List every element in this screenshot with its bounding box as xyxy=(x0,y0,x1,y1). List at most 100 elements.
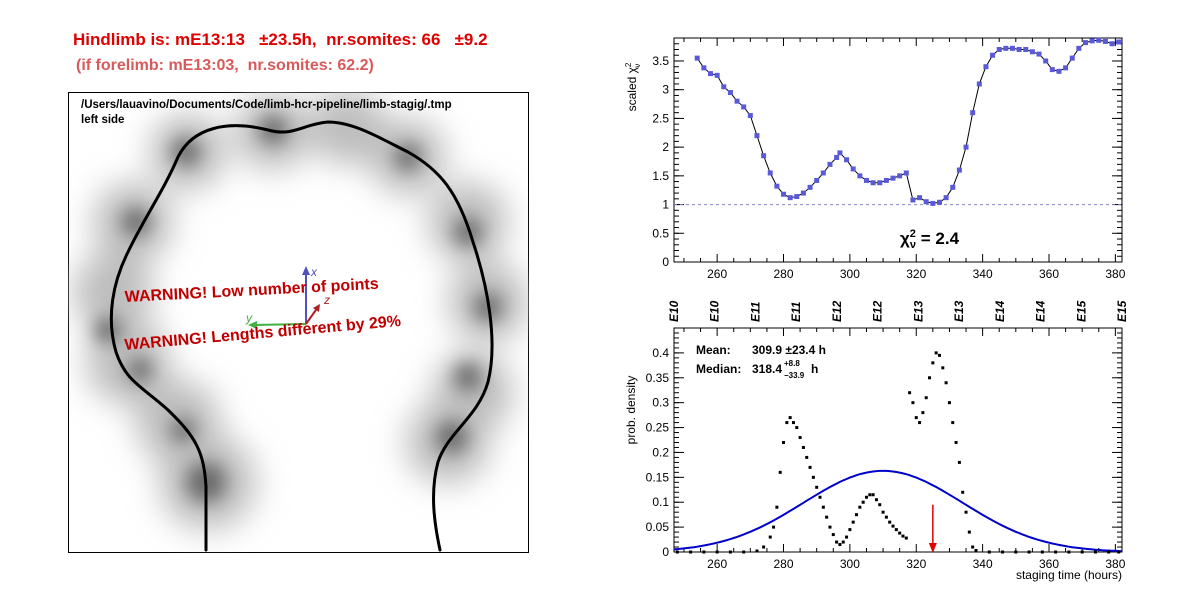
axis-triad: x y z xyxy=(245,265,330,329)
pd-data-point xyxy=(675,550,679,554)
pd-data-point xyxy=(1014,550,1018,554)
pd-x-tick-label: 380 xyxy=(1105,557,1125,571)
chi-data-point xyxy=(1082,40,1088,46)
median-plus-error: +8.8 xyxy=(784,359,800,368)
chi-data-point xyxy=(983,64,989,70)
chi-data-point xyxy=(863,177,869,183)
mean-value: 309.9 ±23.4 h xyxy=(752,343,826,357)
pd-data-point xyxy=(1093,550,1097,554)
pd-y-tick-label: 0.05 xyxy=(646,520,670,534)
pd-data-point xyxy=(904,536,908,540)
pd-data-point xyxy=(987,550,991,554)
top-axis-stage-label: E14 xyxy=(993,300,1007,322)
axis-x-label: x xyxy=(310,265,318,279)
top-axis-stage-label: E11 xyxy=(789,301,803,322)
gaussian-fit-curve xyxy=(673,469,1123,553)
chi-data-point xyxy=(734,98,740,104)
top-axis-stage-label: E15 xyxy=(1074,300,1088,322)
chi-data-point xyxy=(844,157,850,163)
chi-data-point xyxy=(708,71,714,77)
chi-data-point xyxy=(1009,45,1015,51)
chi-y-tick-label: 0 xyxy=(662,255,669,269)
chi-data-point xyxy=(1076,45,1082,51)
chi-data-point xyxy=(820,170,826,176)
chi-data-point xyxy=(1109,41,1115,47)
pd-x-tick-label: 340 xyxy=(973,557,993,571)
chi-data-point xyxy=(910,197,916,203)
chi-data-point xyxy=(883,177,889,183)
pd-data-point xyxy=(791,421,795,425)
pd-data-point xyxy=(778,470,782,474)
chi-data-point xyxy=(1023,46,1029,52)
forelimb-result-line: (if forelimb: mE13:03, nr.somites: 62.2) xyxy=(76,57,374,74)
chi-data-point xyxy=(976,81,982,87)
pd-data-point xyxy=(1040,550,1044,554)
pd-data-point xyxy=(838,543,842,547)
pd-data-point xyxy=(851,520,855,524)
chi-data-point xyxy=(1016,46,1022,52)
chi-annotation: χ2 ν = 2.4 xyxy=(900,228,960,251)
pd-data-point xyxy=(871,493,875,497)
chi-data-point xyxy=(923,199,929,205)
chi-data-point xyxy=(890,175,896,181)
pd-data-point xyxy=(805,455,809,459)
chi-data-point xyxy=(1116,39,1122,45)
pd-data-point xyxy=(798,436,802,440)
file-path-text: /Users/lauavino/Documents/Code/limb-hcr-… xyxy=(81,99,452,111)
top-axis-stage-label: E10 xyxy=(708,300,722,322)
limb-outline-curve xyxy=(109,120,494,552)
pd-data-point xyxy=(868,493,872,497)
top-axis-stage-label: E14 xyxy=(1034,300,1048,322)
pd-x-tick-label: 280 xyxy=(773,557,793,571)
pd-data-point xyxy=(762,545,766,549)
pd-data-point xyxy=(911,401,915,405)
chi-data-point xyxy=(800,190,806,196)
pd-data-point xyxy=(894,528,898,532)
chi-data-point xyxy=(1029,49,1035,55)
top-axis-stage-label: E10 xyxy=(667,300,681,322)
pd-data-point xyxy=(841,540,845,544)
pd-data-point xyxy=(835,540,839,544)
pd-data-point xyxy=(782,440,786,444)
chi-data-point xyxy=(870,180,876,186)
chi-data-point xyxy=(877,180,883,186)
pd-data-point xyxy=(864,495,868,499)
pd-data-point xyxy=(775,505,779,509)
chi-data-point xyxy=(701,65,707,71)
probability-density-chart: prob. density 260 280 300 320 340 360 380 0 0.05… xyxy=(624,300,1129,582)
pd-data-point xyxy=(878,503,882,507)
pd-data-point xyxy=(934,351,938,355)
pd-data-point xyxy=(811,475,815,479)
pd-data-point xyxy=(954,440,958,444)
pd-data-point xyxy=(967,530,971,534)
chi-data-point xyxy=(936,199,942,205)
chi-data-point xyxy=(1003,45,1009,51)
pd-data-point xyxy=(884,515,888,519)
chi-y-axis-label: scaled χ2ν xyxy=(624,62,642,111)
chi-x-tick-label: 360 xyxy=(1039,267,1059,281)
chi-y-tick-label: 2.5 xyxy=(652,111,669,125)
chi-data-point xyxy=(1063,65,1069,71)
top-axis-stage-label: E15 xyxy=(1115,300,1129,322)
chi-plot-frame xyxy=(673,37,1123,263)
pd-data-point xyxy=(795,426,799,430)
pd-data-point xyxy=(715,550,719,554)
chi-square-chart: scaled χ2ν 260 280 300 320 340 360 380 0 0.5 1 1.5… xyxy=(624,37,1126,281)
chi-data-point xyxy=(897,173,903,179)
axis-z-arrowhead xyxy=(313,304,320,312)
chi-fit-line xyxy=(696,39,1119,204)
chi-x-tick-label: 320 xyxy=(906,267,926,281)
chi-x-tick-label: 340 xyxy=(973,267,993,281)
pd-data-point xyxy=(845,535,849,539)
pd-y-tick-label: 0.1 xyxy=(652,495,669,509)
pd-data-point xyxy=(1027,550,1031,554)
chi-data-point xyxy=(963,144,969,150)
chi-x-tick-label: 260 xyxy=(707,267,727,281)
chi-data-point xyxy=(996,46,1002,52)
pd-data-point xyxy=(957,460,961,464)
chi-data-point xyxy=(774,183,780,189)
median-value: 318.4 xyxy=(752,362,782,376)
pd-data-point xyxy=(848,528,852,532)
pd-data-point xyxy=(861,500,865,504)
pd-data-point xyxy=(1080,550,1084,554)
